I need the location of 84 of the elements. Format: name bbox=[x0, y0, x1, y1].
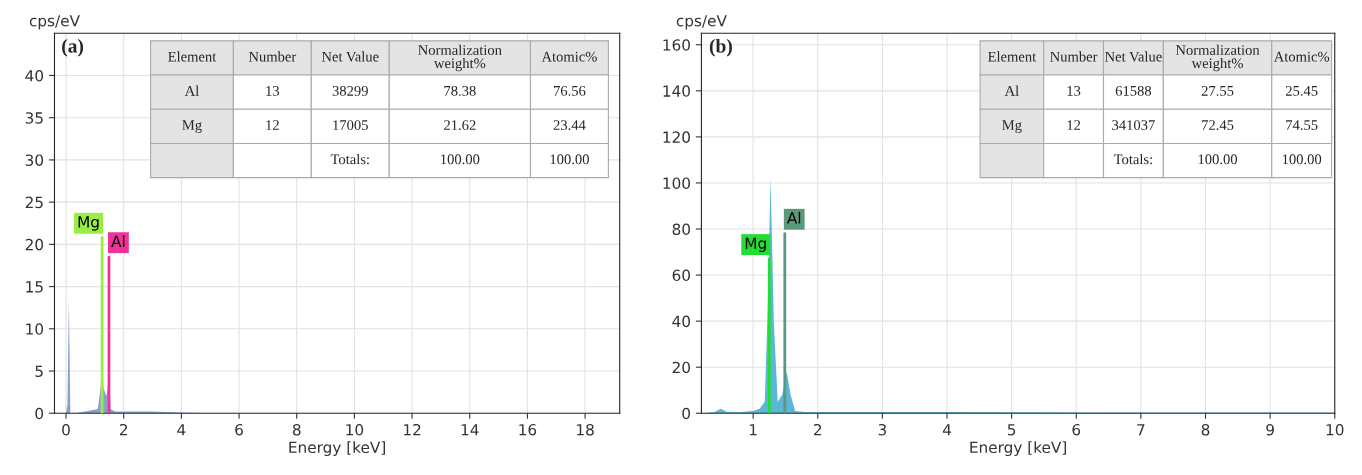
annotation: Number bbox=[248, 51, 297, 62]
x-tick-label: 16 bbox=[519, 423, 537, 436]
annotation: Mg bbox=[182, 120, 202, 133]
x-tick-label: 2 bbox=[119, 423, 128, 436]
y-axis-title: cps/eV bbox=[29, 15, 80, 30]
chart-title: (a) bbox=[62, 38, 84, 57]
annotation: 27.55 bbox=[1201, 86, 1234, 96]
x-tick-label: 7 bbox=[1137, 424, 1145, 436]
x-tick-label: 1 bbox=[749, 424, 757, 436]
y-tick-label: 160 bbox=[663, 39, 690, 51]
y-tick-label: 80 bbox=[672, 223, 690, 236]
annotation: 78.38 bbox=[444, 85, 476, 96]
series-label: Al bbox=[111, 235, 125, 247]
series-label: Al bbox=[787, 211, 801, 224]
annotation: Totals: bbox=[330, 153, 369, 165]
annotation: Atomic% bbox=[1273, 51, 1330, 62]
x-tick-label: 18 bbox=[577, 423, 594, 436]
x-axis-title: Energy [keV] bbox=[970, 441, 1066, 457]
annotation: Atomic% bbox=[541, 51, 597, 62]
y-tick-label: 120 bbox=[663, 131, 690, 143]
annotation: Normalization weight% bbox=[1175, 44, 1260, 72]
x-tick-label: 3 bbox=[878, 423, 887, 436]
annotation: 100.00 bbox=[1198, 154, 1238, 165]
annotation: 100.00 bbox=[1282, 154, 1322, 165]
x-tick-label: 4 bbox=[177, 424, 186, 436]
y-tick-label: 20 bbox=[25, 238, 44, 251]
x-tick-label: 10 bbox=[346, 423, 364, 436]
annotation: 17005 bbox=[333, 120, 368, 130]
y-tick-label: 30 bbox=[25, 154, 44, 166]
x-tick-label: 9 bbox=[1266, 423, 1274, 436]
x-tick-label: 12 bbox=[404, 423, 421, 436]
annotation: 341037 bbox=[1112, 120, 1155, 130]
annotation: Al bbox=[184, 85, 199, 96]
annotation: 13 bbox=[1067, 86, 1081, 96]
annotation: Normalization weight% bbox=[418, 44, 502, 72]
annotation: 76.56 bbox=[554, 86, 586, 96]
annotation: 100.00 bbox=[441, 154, 480, 165]
y-tick-label: 0 bbox=[35, 407, 44, 420]
annotation: 61588 bbox=[1115, 85, 1152, 96]
annotation: Net Value bbox=[321, 51, 379, 62]
y-tick-label: 5 bbox=[35, 365, 43, 378]
annotation: Element bbox=[168, 51, 217, 62]
series-label: Mg bbox=[78, 216, 99, 231]
annotation: 21.62 bbox=[444, 120, 476, 131]
y-tick-label: 60 bbox=[672, 269, 690, 282]
annotation: Totals: bbox=[1113, 153, 1152, 165]
annotation: 23.44 bbox=[553, 120, 586, 131]
annotation: 12 bbox=[266, 120, 279, 130]
y-tick-label: 25 bbox=[25, 196, 43, 209]
annotation: 25.45 bbox=[1285, 86, 1318, 96]
y-tick-label: 35 bbox=[25, 112, 43, 124]
y-tick-label: 0 bbox=[682, 407, 690, 420]
series-label: Mg bbox=[745, 237, 766, 252]
annotation: 100.00 bbox=[550, 154, 589, 165]
x-tick-label: 0 bbox=[62, 423, 70, 436]
y-tick-label: 40 bbox=[672, 315, 690, 328]
annotation: Mg bbox=[1002, 120, 1022, 133]
annotation: 38299 bbox=[332, 85, 368, 96]
x-tick-label: 6 bbox=[1072, 423, 1081, 436]
x-axis-title: Energy [keV] bbox=[289, 441, 385, 457]
annotation: Al bbox=[1004, 85, 1019, 96]
x-tick-label: 2 bbox=[814, 423, 822, 436]
annotation: 74.55 bbox=[1286, 120, 1318, 131]
y-tick-label: 15 bbox=[26, 281, 43, 293]
y-tick-label: 10 bbox=[26, 323, 44, 335]
x-tick-label: 4 bbox=[942, 424, 952, 436]
x-tick-label: 10 bbox=[1326, 423, 1344, 436]
x-tick-label: 6 bbox=[235, 423, 243, 436]
y-tick-label: 40 bbox=[25, 69, 44, 82]
x-tick-label: 14 bbox=[461, 424, 479, 436]
annotation: 13 bbox=[266, 86, 280, 96]
y-axis-title: cps/eV bbox=[676, 15, 727, 30]
chart-title: (b) bbox=[709, 38, 732, 57]
annotation: Number bbox=[1050, 51, 1098, 62]
y-tick-label: 100 bbox=[663, 177, 690, 189]
x-tick-label: 5 bbox=[1007, 424, 1016, 436]
x-tick-label: 8 bbox=[292, 423, 301, 436]
annotation: 12 bbox=[1067, 120, 1081, 130]
annotation: Net Value bbox=[1105, 51, 1162, 62]
annotation: Element bbox=[988, 51, 1037, 62]
y-tick-label: 20 bbox=[672, 361, 690, 374]
y-tick-label: 140 bbox=[663, 85, 690, 97]
annotation: 72.45 bbox=[1202, 120, 1234, 131]
x-tick-label: 8 bbox=[1201, 423, 1210, 436]
